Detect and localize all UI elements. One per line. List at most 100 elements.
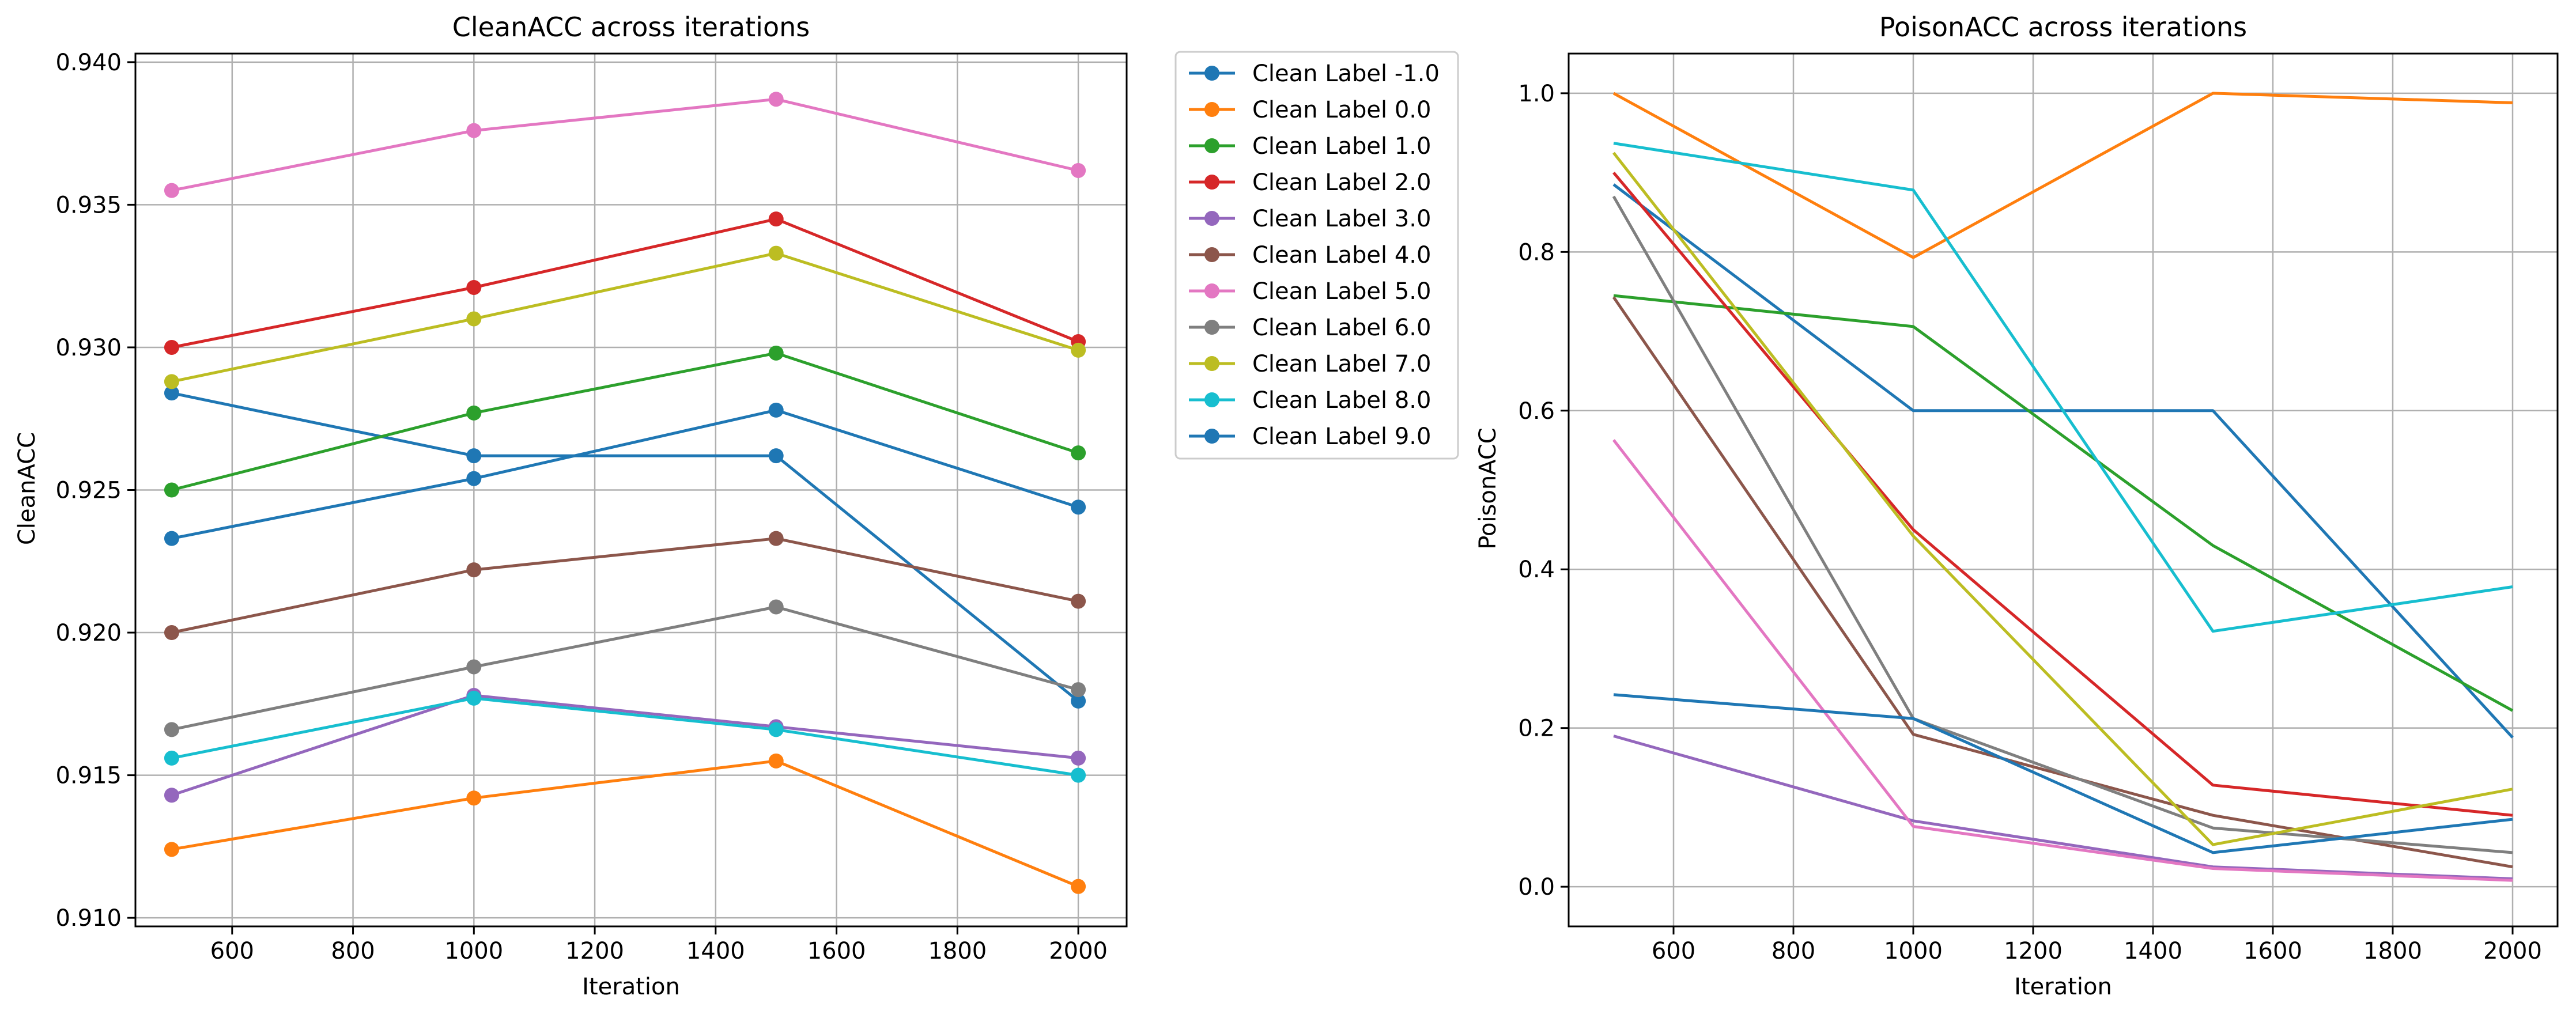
- series-line: [171, 759, 1079, 888]
- data-point: [466, 659, 482, 675]
- y-tick-label: 1.0: [1518, 81, 1555, 107]
- data-point: [768, 92, 784, 107]
- x-tick-label: 1800: [2363, 938, 2422, 964]
- legend-marker: [1204, 320, 1219, 335]
- x-tick-label: 1200: [2004, 938, 2063, 964]
- y-tick-label: 0.910: [55, 905, 122, 932]
- y-tick-label: 0.935: [55, 192, 122, 218]
- plot-frame: [1567, 52, 2559, 928]
- data-point: [466, 448, 482, 464]
- series-line: [1612, 171, 2513, 817]
- x-tick-label: 2000: [1049, 938, 1108, 964]
- chart-title: PoisonACC across iterations: [1879, 12, 2247, 43]
- legend-label: Clean Label 8.0: [1252, 387, 1431, 414]
- series-line: [1612, 92, 2513, 259]
- axis-ticks: 600 800 1000 1200 1400 1600 1800 2000 0.910 0.915…: [55, 50, 1108, 964]
- data-point: [768, 211, 784, 227]
- legend-marker: [1204, 175, 1219, 190]
- y-tick-label: 0.8: [1518, 239, 1555, 266]
- data-point: [768, 448, 784, 464]
- y-tick-label: 0.6: [1518, 398, 1555, 425]
- y-axis-label: PoisonACC: [1475, 427, 1501, 549]
- x-tick-label: 1000: [1884, 938, 1943, 964]
- x-tick-label: 1400: [2124, 938, 2182, 964]
- series-line: [1612, 439, 2513, 882]
- data-point: [1071, 499, 1086, 515]
- axis-ticks: 600 800 1000 1200 1400 1600 1800 2000 0.0 0.2 0.4 0…: [1518, 81, 2542, 964]
- series-line: [1613, 294, 2514, 712]
- series-line: [171, 97, 1079, 192]
- x-tick-label: 1600: [2243, 938, 2302, 964]
- data-point: [1071, 342, 1086, 358]
- y-tick-label: 0.920: [55, 620, 122, 646]
- data-point: [164, 183, 179, 198]
- data-point: [1071, 693, 1086, 709]
- data-point: [768, 245, 784, 261]
- y-tick-label: 0.0: [1518, 874, 1555, 900]
- series-group: [1612, 92, 2514, 882]
- chart-title: CleanACC across iterations: [452, 12, 810, 43]
- data-point: [1071, 767, 1086, 783]
- data-point: [1071, 593, 1086, 609]
- legend-label: Clean Label 5.0: [1252, 278, 1431, 305]
- data-point: [164, 374, 179, 389]
- series-line: [171, 537, 1079, 634]
- legend-label: Clean Label 2.0: [1252, 169, 1431, 196]
- data-point: [466, 279, 482, 295]
- y-tick-label: 0.940: [55, 50, 122, 76]
- series-line: [1613, 693, 2513, 854]
- series-line: [1613, 142, 2513, 633]
- x-tick-label: 600: [210, 938, 254, 964]
- data-point: [466, 562, 482, 578]
- data-point: [164, 339, 179, 355]
- x-tick-label: 800: [1772, 938, 1815, 964]
- poison-acc-chart: PoisonACC across iterations Iteration Po…: [1475, 12, 2559, 1000]
- y-tick-label: 0.925: [55, 478, 122, 504]
- legend-frame: [1174, 51, 1459, 460]
- data-point: [164, 842, 179, 857]
- data-point: [466, 471, 482, 486]
- data-point: [164, 750, 179, 766]
- data-point: [164, 788, 179, 803]
- x-axis-label: Iteration: [582, 974, 680, 1000]
- series-line: [171, 252, 1079, 383]
- legend-label: Clean Label -1.0: [1252, 60, 1440, 87]
- data-point: [1071, 682, 1086, 698]
- x-tick-label: 800: [331, 938, 375, 964]
- data-point: [164, 482, 179, 498]
- legend-marker: [1204, 247, 1219, 262]
- legend-label: Clean Label 9.0: [1252, 423, 1431, 450]
- grid: [1569, 54, 2558, 926]
- series-line: [1613, 735, 2513, 880]
- series-line: [171, 351, 1079, 491]
- series-line: [171, 408, 1079, 540]
- x-axis-label: Iteration: [2014, 974, 2112, 1000]
- clean-acc-chart: CleanACC across iterations Iteration Cle…: [14, 12, 1128, 1000]
- data-point: [164, 625, 179, 641]
- data-point: [466, 405, 482, 421]
- data-point: [768, 402, 784, 418]
- data-point: [466, 690, 482, 706]
- data-point: [1071, 162, 1086, 178]
- legend-marker: [1204, 356, 1219, 371]
- legend-label: Clean Label 3.0: [1252, 206, 1431, 232]
- y-tick-label: 0.4: [1518, 557, 1555, 583]
- data-point: [466, 311, 482, 327]
- series-line: [171, 605, 1079, 731]
- x-tick-label: 1400: [686, 938, 745, 964]
- series-line: [171, 694, 1079, 797]
- y-tick-label: 0.930: [55, 335, 122, 361]
- data-point: [164, 531, 179, 546]
- data-point: [1071, 445, 1086, 461]
- y-tick-label: 0.2: [1518, 716, 1555, 742]
- x-tick-label: 600: [1652, 938, 1695, 964]
- data-point: [768, 531, 784, 546]
- data-point: [1071, 879, 1086, 894]
- data-point: [466, 123, 482, 138]
- legend-marker: [1204, 211, 1219, 226]
- legend-marker: [1204, 138, 1219, 153]
- legend-label: Clean Label 7.0: [1252, 351, 1431, 377]
- plot-frame: [134, 52, 1128, 928]
- data-point: [768, 753, 784, 769]
